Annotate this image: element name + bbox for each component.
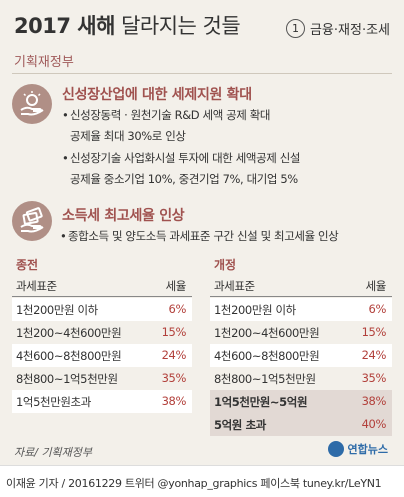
table-row: 5억원 초과 40% [210,413,392,436]
source-footnote: 자료/ 기획재정부 [14,446,93,459]
section1-bullet-1: • 신성장동력 · 원천기술 R&D 세액 공제 확대 공제율 최대 30%로 … [62,105,271,147]
table-header-row: 과세표준 세율 [210,274,392,297]
bullet-line: 공제율 최대 30%로 인상 [70,129,186,143]
money-hand-icon [12,201,52,241]
row-key: 5억원 초과 [214,418,266,432]
page-subtitle: 1 금융·재정·조세 [285,19,390,38]
after-table: 과세표준 세율 1천200만원 이하 6% 1천200~4천600만원 15% … [210,274,392,437]
after-label: 개정 [214,258,237,272]
footer: 이재윤 기자 / 20161229 트위터 @yonhap_graphics 페… [0,465,404,497]
globe-icon [327,441,344,457]
lightbulb-hand-icon [12,84,52,124]
row-key: 1천200만원 이하 [214,303,296,317]
table-row: 4천600~8천800만원 24% [12,344,192,367]
before-label: 종전 [16,258,39,272]
row-key: 4천600~8천800만원 [214,349,320,363]
row-val: 6% [368,302,387,316]
row-key: 1억5천만원초과 [16,395,91,409]
section1-title: 신성장산업에 대한 세제지원 확대 [62,87,252,103]
logo-text: 연합뉴스 [347,443,388,456]
row-val: 15% [361,325,387,339]
row-val: 38% [161,394,187,408]
row-val: 40% [361,417,387,431]
yonhap-logo: 연합뉴스 [327,441,388,457]
footer-credit: 이재윤 기자 / 20161229 트위터 @yonhap_graphics 페… [6,477,382,490]
table-row: 8천800~1억5천만원 35% [210,367,392,390]
table-row: 1천200~4천600만원 15% [210,321,392,344]
header-key: 과세표준 [16,279,57,293]
row-key: 1천200만원 이하 [16,303,98,317]
table-row: 1천200~4천600만원 15% [12,321,192,344]
divider [12,73,392,74]
row-key: 1천200~4천600만원 [16,326,122,340]
header-val: 세율 [165,279,187,293]
table-row: 1억5천만원초과 38% [12,390,192,413]
page-title: 2017 새해 달라지는 것들 [14,10,241,40]
row-val: 15% [161,325,187,339]
row-val: 38% [361,394,387,408]
title-light: 달라지는 것들 [121,14,241,38]
table-row: 1억5천만원~5억원 38% [210,390,392,413]
section2-title: 소득세 최고세율 인상 [62,208,185,224]
row-key: 8천800~1억5천만원 [214,372,316,386]
bullet-line: 종합소득 및 양도소득 과세표준 구간 신설 및 최고세율 인상 [68,229,339,243]
table-header-row: 과세표준 세율 [12,274,192,297]
title-bold: 2017 새해 [14,14,115,38]
subtitle-text: 금융·재정·조세 [309,23,390,38]
source-label: 기획재정부 [14,55,74,70]
row-key: 1억5천만원~5억원 [214,395,308,409]
bullet-line: 신성장기술 사업화시설 투자에 대한 세액공제 신설 [70,151,301,165]
number-badge: 1 [285,19,305,38]
row-val: 24% [361,348,387,362]
row-val: 24% [161,348,187,362]
row-val: 6% [168,302,187,316]
section2-bullet-1: • 종합소득 및 양도소득 과세표준 구간 신설 및 최고세율 인상 [60,226,339,247]
table-row: 4천600~8천800만원 24% [210,344,392,367]
section1-bullet-2: • 신성장기술 사업화시설 투자에 대한 세액공제 신설 공제율 중소기업 10… [62,148,301,190]
bullet-line: 공제율 중소기업 10%, 중견기업 7%, 대기업 5% [70,172,298,186]
bullet-line: 신성장동력 · 원천기술 R&D 세액 공제 확대 [70,108,271,122]
header-val: 세율 [365,279,387,293]
header: 2017 새해 달라지는 것들 1 금융·재정·조세 [0,0,404,48]
table-row: 1천200만원 이하 6% [12,298,192,321]
row-key: 8천800~1억5천만원 [16,372,118,386]
before-table: 과세표준 세율 1천200만원 이하 6% 1천200~4천600만원 15% … [12,274,192,414]
row-val: 35% [361,371,387,385]
row-key: 1천200~4천600만원 [214,326,320,340]
row-key: 4천600~8천800만원 [16,349,122,363]
table-row: 1천200만원 이하 6% [210,298,392,321]
header-key: 과세표준 [214,279,255,293]
table-row: 8천800~1억5천만원 35% [12,367,192,390]
row-val: 35% [161,371,187,385]
